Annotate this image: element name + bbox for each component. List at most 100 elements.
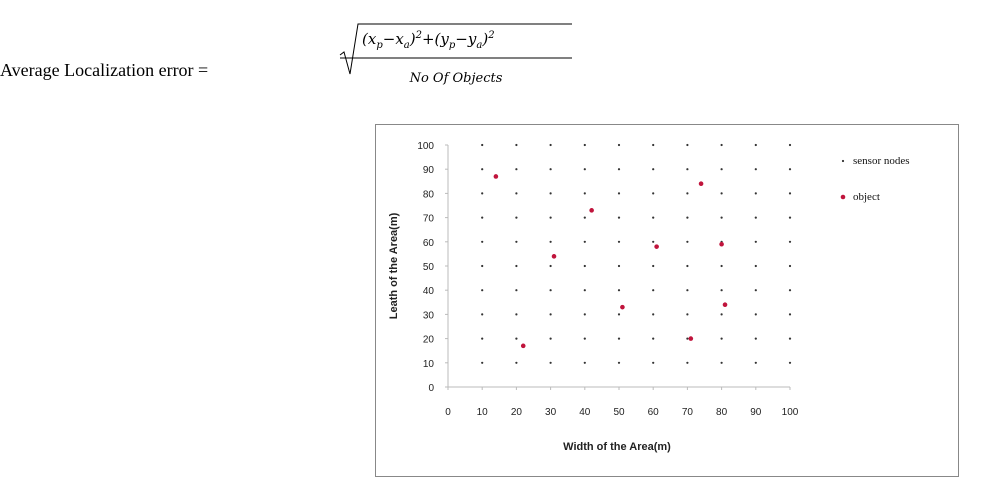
sensor-node: [583, 313, 586, 316]
sensor-node: [549, 143, 552, 147]
y-tick-label: 80: [423, 189, 435, 200]
eq-part: +(: [422, 30, 442, 48]
object-point: [493, 174, 499, 179]
x-axis-title: Width of the Area(m): [563, 441, 671, 453]
sensor-node: [754, 192, 757, 195]
y-tick-label: 100: [417, 141, 434, 152]
sensor-node: [686, 192, 689, 195]
eq-sup: 2: [487, 30, 494, 41]
sensor-node: [549, 313, 552, 316]
sensor-node: [652, 337, 655, 340]
sensor-node: [686, 337, 689, 340]
sensor-node: [515, 313, 518, 316]
chart: 0 10 20 30 40 50 60 70 80 90 100 0 10 20 30 40 50 60 70 80 9…: [388, 141, 910, 453]
object-point: [722, 302, 728, 308]
sensor-node: [788, 192, 792, 195]
y-tick-label: 40: [423, 286, 435, 297]
sensor-node: [481, 192, 484, 195]
sensor-node: [652, 240, 655, 243]
sensor-node: [617, 240, 621, 243]
object-point: [520, 343, 526, 349]
sensor-node: [652, 168, 655, 171]
y-tick-label: 50: [423, 262, 435, 273]
sensor-node: [720, 192, 723, 195]
eq-part: y: [467, 30, 477, 48]
x-tick-label: 70: [682, 407, 694, 418]
sensor-node: [515, 192, 518, 195]
sensor-node: [617, 216, 621, 219]
y-tick-label: 30: [423, 310, 435, 321]
sensor-node: [549, 192, 552, 195]
sensor-node: [788, 240, 792, 243]
sensor-node: [720, 313, 723, 316]
equation-denominator: No Of Objects: [409, 71, 503, 86]
sensor-node: [481, 264, 484, 268]
sensor-node: [515, 216, 518, 219]
y-tick-label: 20: [423, 335, 435, 346]
sensor-node: [481, 168, 484, 171]
sensor-node: [515, 168, 518, 171]
x-tick-label: 100: [782, 407, 799, 418]
equation-numerator: (xp−xa)2+(yp−ya)2: [362, 30, 495, 51]
x-tick-label: 0: [445, 407, 451, 418]
object-point: [654, 244, 659, 249]
sensor-node: [652, 192, 655, 195]
sensor-node: [686, 361, 689, 364]
sensor-node: [549, 168, 552, 171]
x-tick-label: 30: [545, 407, 557, 418]
sensor-node: [720, 264, 723, 268]
x-tick-label: 80: [716, 407, 728, 418]
sensor-node: [754, 264, 757, 268]
sensor-node: [617, 313, 621, 316]
sensor-node: [720, 216, 723, 219]
eq-part: −: [455, 30, 468, 48]
sensor-node: [617, 289, 621, 292]
sensor-node: [788, 361, 792, 364]
y-tick-label: 0: [428, 383, 434, 394]
sensor-node: [754, 240, 757, 243]
y-tick-label: 70: [423, 214, 435, 225]
sensor-node: [481, 216, 484, 219]
object-point: [620, 304, 625, 310]
sensor-node: [481, 361, 484, 364]
object-point: [589, 208, 594, 213]
eq-part: (: [362, 30, 369, 48]
object-point: [551, 254, 557, 259]
sensor-node: [788, 289, 792, 292]
x-tick-label: 20: [511, 407, 523, 418]
sensor-node: [788, 313, 792, 316]
sensor-node: [583, 192, 586, 195]
sensor-node: [515, 143, 518, 147]
legend-label: object: [853, 191, 880, 203]
sensor-node: [617, 337, 621, 340]
sensor-node: [686, 240, 689, 243]
sensor-node: [686, 289, 689, 292]
sensor-node: [652, 289, 655, 292]
sensor-node: [515, 289, 518, 292]
sensor-node: [583, 240, 586, 243]
sensor-node: [754, 313, 757, 316]
sensor-node: [583, 361, 586, 364]
sensor-node: [754, 289, 757, 292]
legend-marker: [840, 194, 846, 200]
sensor-node: [583, 216, 586, 219]
sqrt-sign: [339, 23, 572, 75]
sensor-node: [686, 143, 689, 147]
sensor-node: [720, 337, 723, 340]
x-tick-label: 90: [750, 407, 762, 418]
sensor-node: [549, 361, 552, 364]
sensor-node: [515, 361, 518, 364]
y-tick-label: 60: [423, 238, 435, 249]
sensor-node: [515, 337, 518, 340]
sensor-node: [788, 168, 792, 171]
sensor-node: [754, 216, 757, 219]
x-tick-label: 60: [648, 407, 660, 418]
x-tick-label: 10: [477, 407, 489, 418]
sensor-node: [583, 337, 586, 340]
sensor-node: [686, 264, 689, 268]
sensor-node: [720, 168, 723, 171]
sensor-node: [686, 313, 689, 316]
eq-part: −: [383, 30, 396, 48]
sensor-node: [481, 313, 484, 316]
